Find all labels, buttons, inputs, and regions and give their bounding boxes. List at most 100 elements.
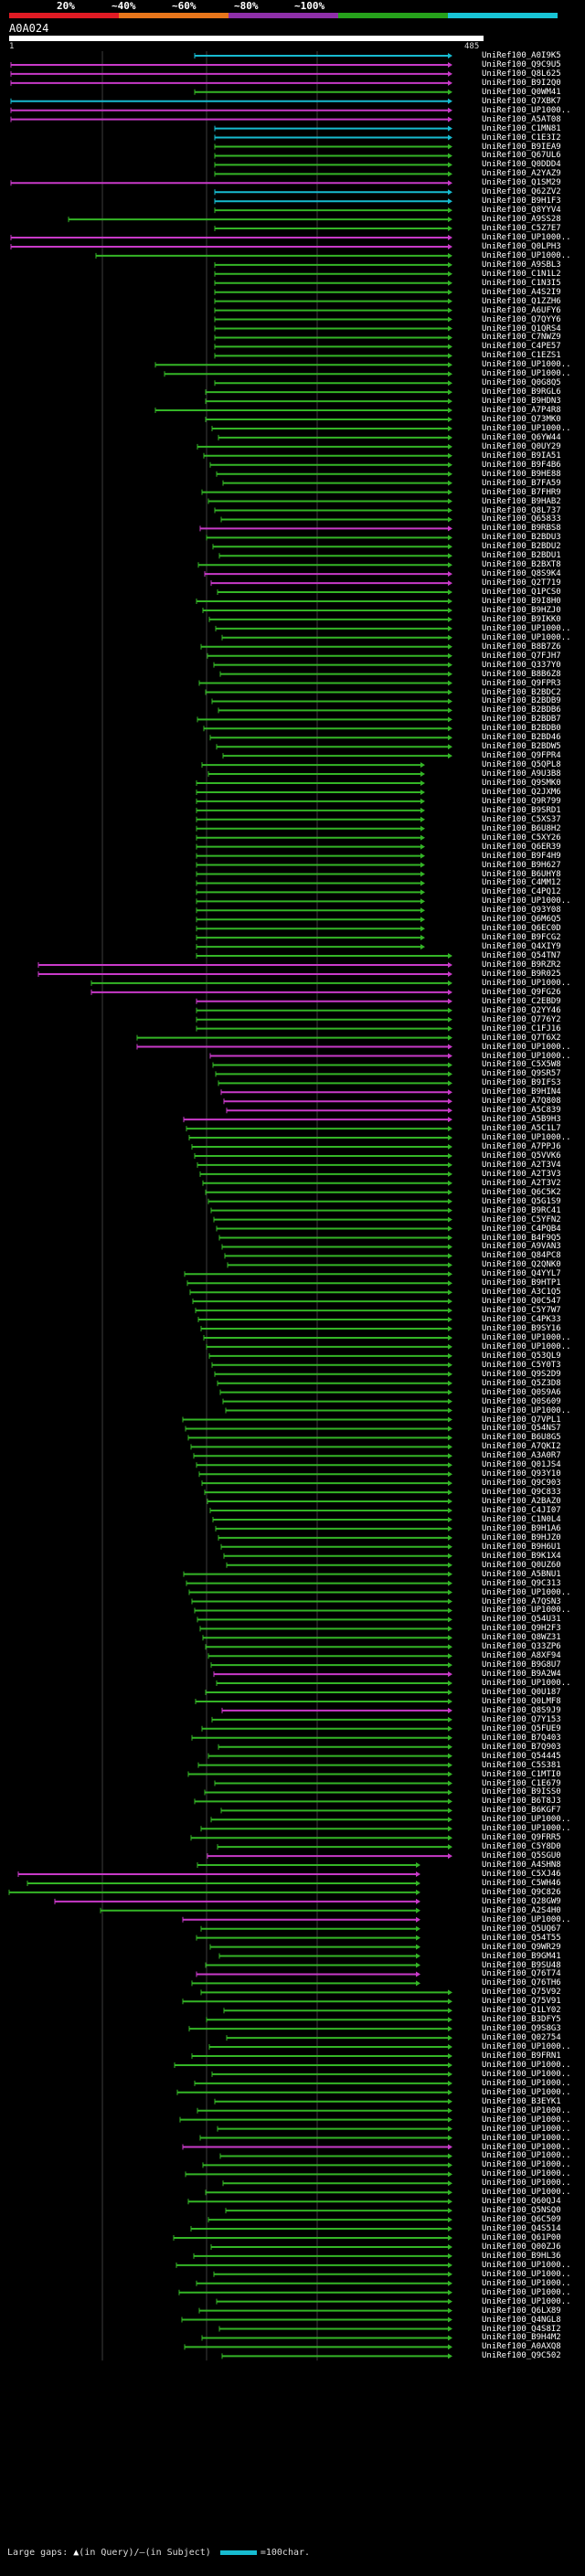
hit-label[interactable]: UniRef100_Q60QJ4 [482, 2197, 561, 2207]
hit-row[interactable] [196, 944, 425, 950]
hit-label[interactable]: UniRef100_C4PQB4 [482, 1224, 561, 1234]
hit-row[interactable] [189, 1289, 452, 1296]
hit-row[interactable] [208, 2044, 452, 2051]
hit-row[interactable] [214, 280, 452, 286]
hit-row[interactable] [209, 1508, 452, 1513]
hit-row[interactable] [214, 270, 452, 277]
hit-row[interactable] [211, 425, 452, 431]
hit-row[interactable] [214, 125, 452, 132]
hit-label[interactable]: UniRef100_Q6C5K2 [482, 1187, 561, 1197]
hit-row[interactable] [216, 744, 452, 750]
hit-row[interactable] [210, 1662, 452, 1669]
hit-label[interactable]: UniRef100_Q2T719 [482, 578, 561, 588]
hit-row[interactable] [213, 1216, 452, 1223]
hit-label[interactable]: UniRef100_B9H1F3 [482, 196, 561, 207]
hit-label[interactable]: UniRef100_Q54TN7 [482, 951, 561, 961]
hit-row[interactable] [198, 2307, 452, 2314]
hit-row[interactable] [220, 516, 452, 523]
hit-row[interactable] [196, 825, 425, 832]
hit-label[interactable]: UniRef100_B9HIN4 [482, 1087, 561, 1097]
hit-row[interactable] [204, 1789, 452, 1796]
hit-label[interactable]: UniRef100_B9RGL6 [482, 387, 561, 398]
hit-row[interactable] [178, 2289, 452, 2295]
hit-row[interactable] [214, 307, 452, 313]
hit-label[interactable]: UniRef100_B8B6Z8 [482, 669, 561, 679]
hit-row[interactable] [214, 289, 452, 295]
hit-row[interactable] [214, 162, 452, 168]
hit-row[interactable] [196, 862, 425, 868]
hit-row[interactable] [211, 1716, 452, 1723]
hit-row[interactable] [194, 53, 452, 58]
hit-label[interactable]: UniRef100_Q5VVK6 [482, 1150, 561, 1161]
hit-label[interactable]: UniRef100_B2BDW5 [482, 742, 561, 752]
hit-label[interactable]: UniRef100_Q1ZZH6 [482, 296, 561, 306]
hit-label[interactable]: UniRef100_UP1000.. [482, 360, 571, 370]
hit-label[interactable]: UniRef100_B6T8J3 [482, 1797, 561, 1807]
hit-row[interactable] [220, 1807, 452, 1814]
hit-row[interactable] [54, 1898, 420, 1904]
hit-label[interactable]: UniRef100_Q0UZ60 [482, 1560, 561, 1570]
hit-row[interactable] [210, 1207, 452, 1214]
hit-label[interactable]: UniRef100_C1N1L2 [482, 269, 561, 279]
hit-label[interactable]: UniRef100_Q2QNK0 [482, 1260, 561, 1270]
hit-label[interactable]: UniRef100_A9U3B8 [482, 769, 561, 779]
hit-row[interactable] [219, 671, 452, 677]
hit-row[interactable] [10, 180, 452, 186]
hit-label[interactable]: UniRef100_Q9C903 [482, 1479, 561, 1489]
hit-row[interactable] [218, 1953, 420, 1959]
hit-label[interactable]: UniRef100_Q5FUE9 [482, 1723, 561, 1733]
hit-label[interactable]: UniRef100_A2S4H0 [482, 1905, 561, 1915]
hit-label[interactable]: UniRef100_C5XJ46 [482, 1870, 561, 1879]
hit-label[interactable]: UniRef100_C1EZS1 [482, 351, 561, 361]
hit-label[interactable]: UniRef100_Q0LMF8 [482, 1696, 561, 1706]
hit-row[interactable] [196, 780, 425, 786]
hit-label[interactable]: UniRef100_Q9H2F3 [482, 1624, 561, 1634]
hit-label[interactable]: UniRef100_Q1PCS0 [482, 588, 561, 598]
hit-row[interactable] [226, 2035, 452, 2041]
hit-label[interactable]: UniRef100_Q7Y153 [482, 1714, 561, 1724]
hit-row[interactable] [218, 707, 452, 714]
hit-row[interactable] [194, 1798, 452, 1805]
hit-label[interactable]: UniRef100_B9GM41 [482, 1951, 561, 1961]
hit-row[interactable] [212, 1516, 452, 1522]
hit-row[interactable] [197, 443, 452, 450]
hit-row[interactable] [214, 325, 452, 332]
hit-label[interactable]: UniRef100_UP1000.. [482, 2142, 571, 2152]
hit-label[interactable]: UniRef100_Q9FRR5 [482, 1833, 561, 1843]
hit-label[interactable]: UniRef100_Q5SGU0 [482, 1851, 561, 1861]
hit-label[interactable]: UniRef100_Q0UY29 [482, 441, 561, 451]
hit-label[interactable]: UniRef100_Q75V92 [482, 1988, 561, 1998]
hit-label[interactable]: UniRef100_B9ISS0 [482, 1787, 561, 1797]
hit-label[interactable]: UniRef100_C5WH46 [482, 1878, 561, 1888]
hit-label[interactable]: UniRef100_UP1000.. [482, 1133, 571, 1143]
hit-row[interactable] [197, 1161, 452, 1168]
hit-label[interactable]: UniRef100_B9HDN3 [482, 397, 561, 407]
hit-row[interactable] [203, 1334, 452, 1341]
hit-row[interactable] [207, 1198, 452, 1204]
hit-label[interactable]: UniRef100_UP1000.. [482, 2042, 571, 2052]
hit-row[interactable] [209, 1944, 420, 1950]
hit-label[interactable]: UniRef100_Q5Z3D8 [482, 1378, 561, 1388]
hit-label[interactable]: UniRef100_UP1000.. [482, 2287, 571, 2297]
hit-label[interactable]: UniRef100_Q01JS4 [482, 1460, 561, 1470]
hit-label[interactable]: UniRef100_A2T3V3 [482, 1169, 561, 1179]
hit-row[interactable] [10, 80, 452, 86]
hit-row[interactable] [10, 98, 452, 104]
hit-label[interactable]: UniRef100_A2T3V4 [482, 1160, 561, 1170]
hit-label[interactable]: UniRef100_Q1QRS4 [482, 323, 561, 334]
hit-row[interactable] [196, 917, 425, 923]
hit-row[interactable] [209, 735, 452, 741]
hit-label[interactable]: UniRef100_Q54445 [482, 1751, 561, 1761]
hit-row[interactable] [205, 398, 452, 405]
hit-row[interactable] [215, 1525, 452, 1532]
hit-row[interactable] [190, 1444, 452, 1450]
hit-label[interactable]: UniRef100_B2BDB7 [482, 715, 561, 725]
hit-row[interactable] [186, 1280, 452, 1287]
hit-row[interactable] [206, 1343, 452, 1350]
hit-row[interactable] [217, 1380, 452, 1386]
hit-label[interactable]: UniRef100_B3DFY5 [482, 2015, 561, 2025]
hit-label[interactable]: UniRef100_UP1000.. [482, 2160, 571, 2170]
hit-label[interactable]: UniRef100_Q6M6Q5 [482, 915, 561, 925]
hit-row[interactable] [213, 662, 452, 668]
hit-row[interactable] [202, 607, 452, 613]
